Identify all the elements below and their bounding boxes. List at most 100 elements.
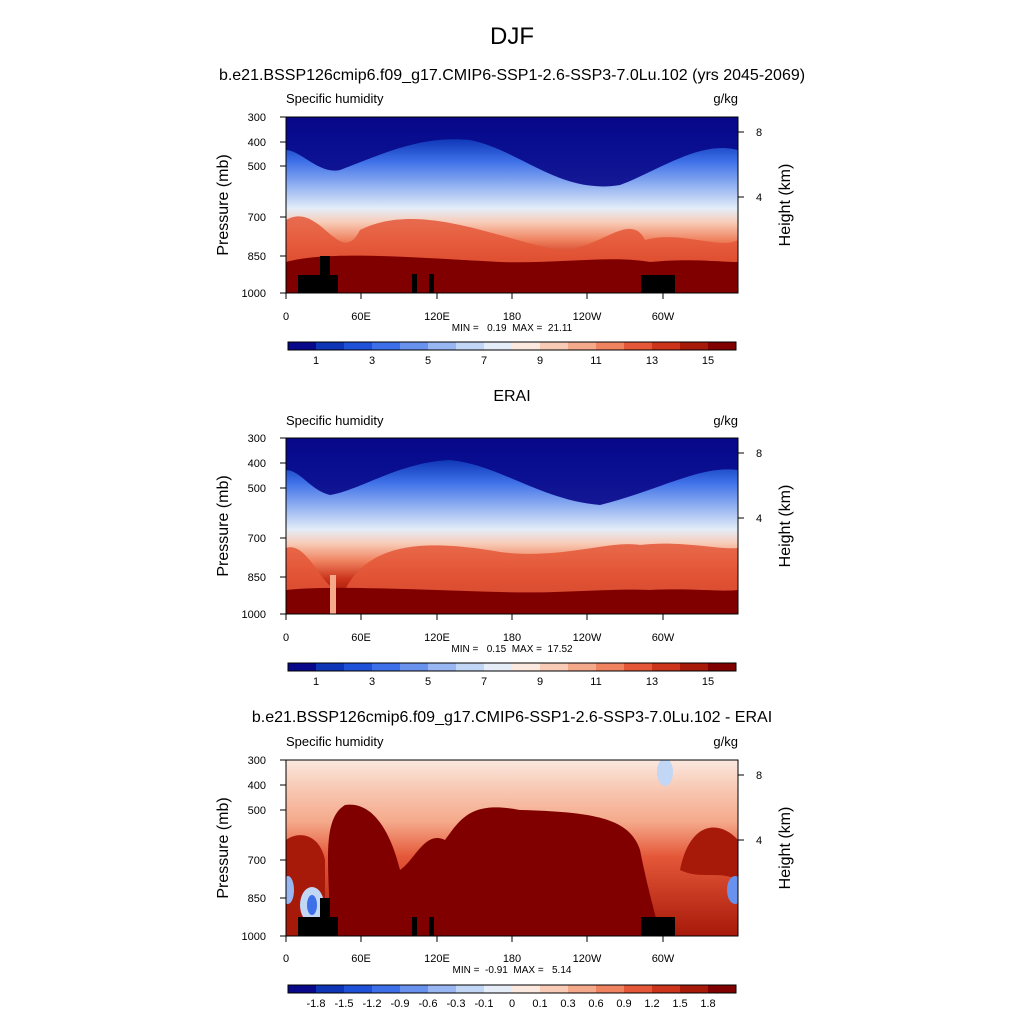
colorbar-label: 3 [369, 676, 375, 688]
colorbar-swatch [568, 985, 597, 993]
min-max-stats: MIN = 0.15 MAX = 17.52 [451, 644, 573, 655]
x-tick-label: 180 [503, 953, 521, 965]
units-label: g/kg [713, 413, 738, 428]
colorbar-swatch [484, 342, 513, 350]
colorbar-swatch [344, 342, 373, 350]
colorbar-swatch [484, 663, 513, 671]
moist-core [286, 255, 738, 293]
colorbar-swatch [540, 985, 569, 993]
variable-label: Specific humidity [286, 413, 384, 428]
x-tick-label: 120W [573, 953, 602, 965]
x-tick-label: 60W [652, 632, 675, 644]
units-label: g/kg [713, 91, 738, 106]
x-axis: 0 60E 120E 180 120W 60W [283, 293, 675, 323]
colorbar: -1.8 -1.5 -1.2 -0.9 -0.6 -0.3 -0.1 0 0.1 0.3 0.6 0.… [287, 984, 737, 1010]
colorbar-swatch [512, 985, 541, 993]
y-right-tick-label: 8 [756, 770, 762, 782]
colorbar-swatch [316, 985, 345, 993]
colorbar-label: 1.2 [644, 998, 659, 1010]
x-tick-label: 60E [351, 311, 371, 323]
y-axis-right: 8 4 Height (km) [738, 448, 794, 567]
figure-title: DJF [490, 23, 534, 50]
x-tick-label: 120W [573, 632, 602, 644]
negative-top [657, 760, 673, 786]
colorbar-swatch [400, 985, 429, 993]
contour-field [286, 438, 738, 614]
y-tick-label: 400 [248, 137, 266, 149]
x-tick-label: 0 [283, 953, 289, 965]
y-tick-label: 1000 [242, 931, 266, 943]
x-tick-label: 60W [652, 311, 675, 323]
colorbar-label: -1.2 [363, 998, 382, 1010]
colorbar-swatch [372, 342, 401, 350]
y-axis-right: 8 4 Height (km) [738, 127, 794, 246]
y-axis-title: Pressure (mb) [215, 797, 232, 898]
min-max-stats: MIN = 0.19 MAX = 21.11 [452, 323, 573, 334]
panel-title: b.e21.BSSP126cmip6.f09_g17.CMIP6-SSP1-2.… [219, 67, 805, 84]
variable-label: Specific humidity [286, 91, 384, 106]
colorbar-label: 0.9 [616, 998, 631, 1010]
y-right-axis-title: Height (km) [777, 485, 794, 568]
topography-asia-2 [429, 917, 434, 936]
colorbar-label: 13 [646, 355, 658, 367]
panel-title: b.e21.BSSP126cmip6.f09_g17.CMIP6-SSP1-2.… [252, 709, 772, 726]
colorbar-swatch [428, 342, 457, 350]
y-right-tick-label: 4 [756, 192, 762, 204]
x-tick-label: 0 [283, 311, 289, 323]
colorbar-swatch [316, 342, 345, 350]
colorbar-swatch [428, 663, 457, 671]
colorbar-frame [287, 984, 737, 994]
colorbar-label: 1 [313, 676, 319, 688]
colorbar-swatch [680, 342, 709, 350]
colorbar-label: 15 [702, 355, 714, 367]
contour-field [286, 760, 738, 936]
y-axis-left: 300 400 500 700 850 1000 Pressure (mb) [215, 755, 286, 943]
colorbar-swatch [428, 985, 457, 993]
y-right-tick-label: 8 [756, 127, 762, 139]
x-tick-label: 120W [573, 311, 602, 323]
colorbar-label: 0.6 [588, 998, 603, 1010]
colorbar-label: 5 [425, 355, 431, 367]
colorbar-swatch [652, 663, 681, 671]
topography-africa [298, 275, 338, 293]
y-tick-label: 500 [248, 483, 266, 495]
negative-far-left [286, 876, 294, 904]
colorbar-swatch [288, 663, 317, 671]
y-tick-label: 300 [248, 433, 266, 445]
x-tick-label: 60E [351, 632, 371, 644]
x-tick-label: 60E [351, 953, 371, 965]
colorbar-label: -1.8 [307, 998, 326, 1010]
x-tick-label: 60W [652, 953, 675, 965]
colorbar-swatch [568, 663, 597, 671]
colorbar-swatch [456, 985, 485, 993]
colorbar-label: 1.5 [672, 998, 687, 1010]
colorbar-frame [287, 341, 737, 351]
colorbar-swatch [708, 985, 737, 993]
topography-andes [641, 275, 675, 293]
colorbar-swatch [652, 342, 681, 350]
x-tick-label: 0 [283, 632, 289, 644]
topography-asia-1 [412, 274, 417, 293]
colorbar-label: 3 [369, 355, 375, 367]
colorbar-label: 1.8 [700, 998, 715, 1010]
panel-erai: ERAI Specific humidity g/kg 300 400 500 … [215, 388, 794, 688]
x-tick-label: 180 [503, 311, 521, 323]
colorbar-label: 11 [590, 676, 601, 688]
y-tick-label: 300 [248, 755, 266, 767]
colorbar-swatch [624, 663, 653, 671]
colorbar-swatch [708, 663, 737, 671]
y-tick-label: 850 [248, 572, 266, 584]
colorbar-swatch [596, 663, 625, 671]
panel-difference: b.e21.BSSP126cmip6.f09_g17.CMIP6-SSP1-2.… [215, 709, 794, 1010]
y-right-axis-title: Height (km) [777, 807, 794, 890]
y-tick-label: 400 [248, 780, 266, 792]
colorbar-swatch [680, 663, 709, 671]
topography-peak [320, 898, 330, 918]
colorbar-swatch [372, 663, 401, 671]
units-label: g/kg [713, 734, 738, 749]
topography-andes [641, 917, 675, 936]
colorbar-frame [287, 662, 737, 672]
colorbar-swatch [288, 985, 317, 993]
y-tick-label: 500 [248, 161, 266, 173]
